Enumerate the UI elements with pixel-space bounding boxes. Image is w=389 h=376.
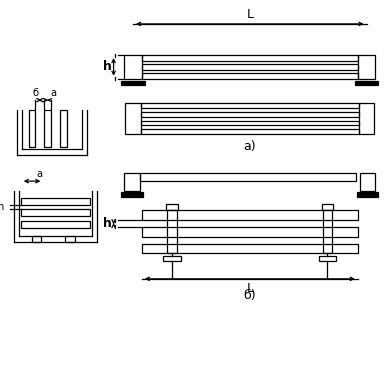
Bar	[21, 221, 90, 228]
Bar	[322, 204, 333, 211]
Bar	[121, 192, 143, 197]
Bar	[44, 110, 51, 147]
Bar	[29, 110, 35, 147]
Text: h: h	[0, 202, 4, 212]
Bar	[141, 129, 359, 134]
Text: h: h	[103, 61, 112, 73]
Bar	[21, 209, 90, 216]
Bar	[355, 80, 378, 85]
Text: a): a)	[244, 141, 256, 153]
Bar	[142, 227, 358, 237]
Bar	[65, 236, 75, 242]
Bar	[142, 244, 358, 253]
Bar	[167, 211, 177, 253]
Bar	[163, 256, 181, 261]
Text: б): б)	[244, 289, 256, 302]
Text: a: a	[51, 88, 56, 98]
Bar	[358, 55, 375, 79]
Bar	[125, 103, 141, 134]
Bar	[141, 121, 359, 126]
Bar	[359, 103, 374, 134]
Bar	[142, 55, 358, 61]
Text: б: б	[32, 88, 38, 98]
Text: h: h	[103, 217, 112, 230]
Bar	[121, 80, 145, 85]
Bar	[60, 110, 67, 147]
Bar	[141, 103, 359, 108]
Bar	[357, 192, 378, 197]
Bar	[124, 173, 140, 191]
Text: a: a	[37, 169, 43, 179]
Bar	[166, 204, 178, 211]
Bar	[142, 211, 358, 220]
Bar	[322, 211, 332, 253]
Bar	[319, 256, 336, 261]
Text: L: L	[246, 8, 253, 21]
Bar	[141, 112, 359, 117]
Bar	[140, 173, 356, 181]
Bar	[142, 73, 358, 79]
Bar	[32, 236, 41, 242]
Bar	[21, 198, 90, 205]
Bar	[124, 55, 142, 79]
Bar	[142, 64, 358, 70]
Text: L: L	[246, 282, 253, 295]
Bar	[360, 173, 375, 191]
